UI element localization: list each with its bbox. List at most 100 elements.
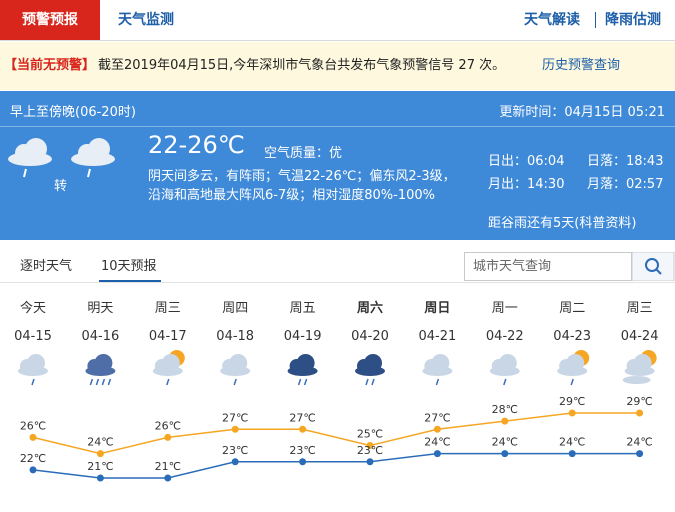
date: 04-17 [149,329,187,344]
day-name: 周六 [357,300,383,316]
description: 阴天间多云，有阵雨；气温22-26℃；偏东风2-3级， [148,169,456,184]
weather-icon [557,350,590,386]
date: 04-16 [82,329,120,344]
period: 早上至傍晚(06-20时) [10,105,136,120]
nav-tab[interactable]: 预警预报 [0,0,100,40]
day-name: 周三 [627,301,653,316]
cloud [489,366,520,376]
alert-status: 【当前无预警】 [4,58,96,73]
raindrop [31,378,35,386]
temp-point [299,458,307,466]
cloud [287,366,318,376]
day-name: 周一 [492,301,518,316]
temp-label: 27℃ [289,411,315,424]
cloud [622,376,651,384]
date: 04-15 [14,329,52,344]
cloud [85,366,116,376]
today-temperature: 22-26℃ [148,131,245,159]
temp-point [96,450,104,458]
divider [595,12,596,28]
day-name: 周四 [222,301,248,316]
date: 04-21 [419,329,457,344]
day-name: 今天 [20,300,46,316]
search-button[interactable] [632,252,675,281]
temp-point [568,409,576,417]
temp-point [433,425,441,433]
nav-link[interactable]: 降雨估测 [605,12,661,28]
temp-point [501,450,509,458]
day-name: 周三 [155,301,181,316]
tab-underline [99,280,161,282]
temp-point [636,450,644,458]
alert-bar: 【当前无预警】 截至2019年04月15日,今年深圳市气象台共发布气象预警信号 … [0,42,675,90]
weather-icon [489,354,520,386]
raindrop [233,378,237,386]
weather-icon [287,354,318,386]
temp-label: 21℃ [87,460,113,473]
raindrop [503,378,507,386]
temp-point [164,474,172,482]
nav-link[interactable]: 天气解读 [524,12,580,28]
temp-point [366,458,374,466]
temp-point [164,433,172,441]
forecast-tab[interactable]: 逐时天气 [20,259,73,274]
raindrop [371,378,375,386]
temp-label: 28℃ [492,403,518,416]
temp-line [32,452,640,479]
search-input[interactable]: 城市天气查询 [464,252,632,281]
day-name: 周二 [559,301,585,316]
raindrop [365,378,369,386]
sun-moon: 日落：18:43 [587,154,664,169]
divider [0,282,675,283]
day-name: 周五 [290,301,316,316]
temp-point [29,433,37,441]
temp-label: 29℃ [559,395,585,408]
temp-label: 24℃ [87,436,113,449]
description: 沿海和高地最大阵风6-7级；相对湿度80%-100% [148,188,435,203]
cloud [152,366,183,376]
day-name: 明天 [87,301,113,316]
temp-label: 24℃ [424,436,450,449]
weather-icon [220,354,251,386]
temp-point [568,450,576,458]
solar-term[interactable]: 距谷雨还有5天(科普资料) [488,216,637,231]
temp-label: 29℃ [626,395,652,408]
cloud [624,366,655,376]
raindrop [570,378,574,386]
temp-label: 21℃ [155,460,181,473]
temp-point [299,425,307,433]
updated: 更新时间：04月15日 05:21 [499,105,665,120]
temp-label: 26℃ [155,419,181,432]
raindrop [95,378,100,386]
weather-icon [152,350,185,386]
weather-icon [622,350,657,384]
date: 04-18 [216,329,254,344]
temp-line [32,412,640,455]
divider [0,126,675,127]
temp-point [501,417,509,425]
temp-label: 25℃ [357,428,383,441]
weather-icon [355,354,385,386]
temp-point [636,409,644,417]
date: 04-23 [553,329,591,344]
nav-tab[interactable]: 天气监测 [118,12,174,28]
weather-icon [422,354,453,386]
raindrop [297,378,302,386]
temp-label: 23℃ [222,444,248,457]
alert-message: 截至2019年04月15日,今年深圳市气象台共发布气象预警信号 27 次。 [98,58,506,73]
date: 04-22 [486,329,524,344]
alert-link[interactable]: 历史预警查询 [542,58,621,73]
raindrop [166,378,170,386]
forecast-tab[interactable]: 10天预报 [101,259,157,274]
cloud [422,366,453,376]
date: 04-24 [621,329,659,344]
temp-label: 27℃ [424,411,450,424]
cloud [355,366,385,376]
sun-moon: 月出：14:30 [488,177,565,192]
temp-point [96,474,104,482]
today-panel: 早上至傍晚(06-20时) 更新时间：04月15日 05:21 转 22-26℃… [0,91,675,240]
temp-label: 24℃ [492,436,518,449]
sun-moon: 月落：02:57 [587,177,664,192]
temp-point [29,466,37,474]
